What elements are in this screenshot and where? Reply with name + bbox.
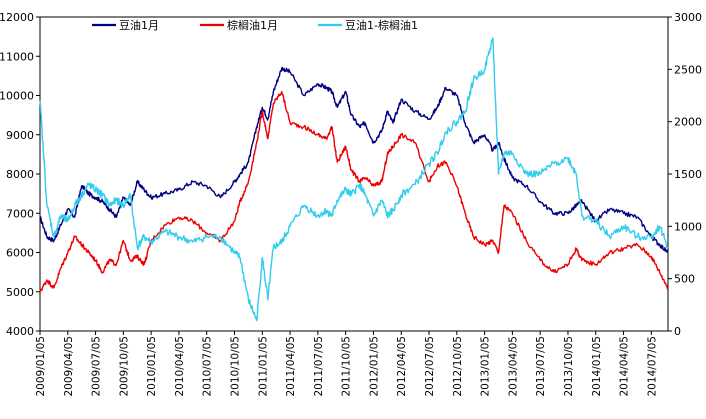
x-tick-label: 2013/10/05 [563,336,575,397]
x-tick-label: 2012/07/05 [424,336,436,397]
right-tick-label: 2000 [674,116,702,129]
x-tick-label: 2012/10/05 [452,336,464,397]
left-tick-label: 12000 [0,11,34,24]
x-tick-label: 2009/04/05 [63,336,75,397]
right-tick-label: 0 [674,325,681,338]
x-tick-label: 2013/01/05 [480,336,492,397]
x-tick-label: 2014/01/05 [591,336,603,397]
x-tick-label: 2011/07/05 [313,336,325,397]
left-tick-label: 4000 [6,325,34,338]
x-tick-label: 2010/07/05 [202,336,214,397]
left-axis: 4000 5000 6000 7000 8000 9000 10000 11000 12000 [0,11,40,338]
x-tick-label: 2010/04/05 [174,336,186,397]
x-tick-label: 2012/01/05 [368,336,380,397]
x-tick-label: 2011/01/05 [257,336,269,397]
right-tick-label: 1500 [674,168,702,181]
x-tick-label: 2014/04/05 [619,336,631,397]
x-tick-label: 2009/01/05 [35,336,47,397]
x-axis: 2009/01/05 2009/04/05 2009/07/05 2009/10/05… [35,331,658,397]
x-tick-label: 2011/04/05 [285,336,297,397]
legend: 豆油1月 棕榈油1月 豆油1-棕榈油1 [92,18,418,32]
legend-label-2: 棕榈油1月 [227,18,278,32]
x-tick-label: 2014/07/05 [646,336,658,397]
left-tick-label: 11000 [0,50,34,63]
series-line-2 [39,90,669,292]
x-tick-label: 2013/07/05 [535,336,547,397]
x-tick-label: 2010/10/05 [230,336,242,397]
x-tick-label: 2009/10/05 [118,336,130,397]
series-line-3 [39,37,669,322]
left-tick-label: 9000 [6,129,34,142]
left-tick-label: 8000 [6,168,34,181]
legend-label-3: 豆油1-棕榈油1 [345,18,418,32]
right-tick-label: 2500 [674,63,702,76]
left-tick-label: 10000 [0,90,34,103]
series-layer [39,37,669,322]
right-tick-label: 1000 [674,220,702,233]
x-tick-label: 2012/04/05 [396,336,408,397]
right-axis: 0 500 1000 1500 2000 2500 3000 [668,11,702,338]
x-tick-label: 2011/10/05 [341,336,353,397]
right-tick-label: 3000 [674,11,702,24]
x-tick-label: 2013/04/05 [507,336,519,397]
legend-label-1: 豆油1月 [119,18,159,32]
series-line-1 [39,66,669,253]
x-tick-label: 2009/07/05 [91,336,103,397]
x-tick-label: 2010/01/05 [146,336,158,397]
left-tick-label: 5000 [6,286,34,299]
left-tick-label: 6000 [6,247,34,260]
right-tick-label: 500 [674,273,695,286]
left-tick-label: 7000 [6,207,34,220]
